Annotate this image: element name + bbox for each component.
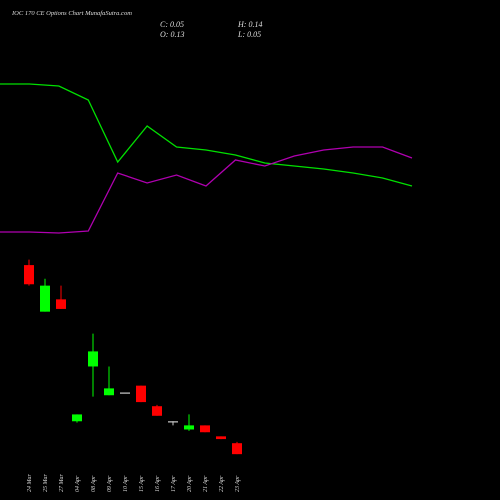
candle-body — [216, 436, 226, 440]
candle-body — [88, 351, 98, 367]
x-tick-label: 15 Apr — [139, 475, 145, 492]
x-tick-label: 09 Apr — [107, 475, 113, 492]
candle-body — [72, 414, 82, 422]
candle-body — [24, 265, 34, 285]
candle-body — [104, 388, 114, 396]
low-label: L: 0.05 — [237, 30, 261, 39]
candle-body — [168, 421, 178, 423]
x-tick-label: 08 Apr — [91, 475, 97, 492]
x-tick-label: 23 Apr — [235, 475, 241, 492]
x-tick-label: 22 Apr — [219, 475, 225, 492]
candle-body — [56, 299, 66, 309]
candle-body — [136, 385, 146, 403]
indicator-line — [0, 83, 413, 187]
close-label: C: 0.05 — [160, 20, 184, 29]
open-label: O: 0.13 — [160, 30, 184, 39]
x-tick-label: 04 Apr — [74, 475, 81, 492]
candle-body — [200, 425, 210, 433]
candle-body — [232, 443, 242, 455]
candle-body — [184, 425, 194, 430]
chart-title: IOC 170 CE Options Chart MunafaSutra.com — [11, 10, 132, 17]
candle-body — [40, 285, 50, 312]
x-tick-label: 24 Mar — [26, 474, 33, 492]
candle-body — [152, 406, 162, 416]
x-tick-label: 20 Apr — [187, 475, 193, 492]
x-tick-label: 16 Apr — [155, 475, 161, 492]
x-tick-label: 10 Apr — [123, 475, 129, 492]
high-label: H: 0.14 — [237, 20, 262, 29]
x-tick-label: 27 Mar — [59, 474, 65, 492]
indicator-line — [0, 146, 413, 234]
x-tick-label: 17 Apr — [171, 475, 177, 492]
x-tick-label: 21 Apr — [203, 475, 209, 492]
candle-body — [120, 392, 130, 394]
x-tick-label: 25 Mar — [43, 474, 49, 492]
